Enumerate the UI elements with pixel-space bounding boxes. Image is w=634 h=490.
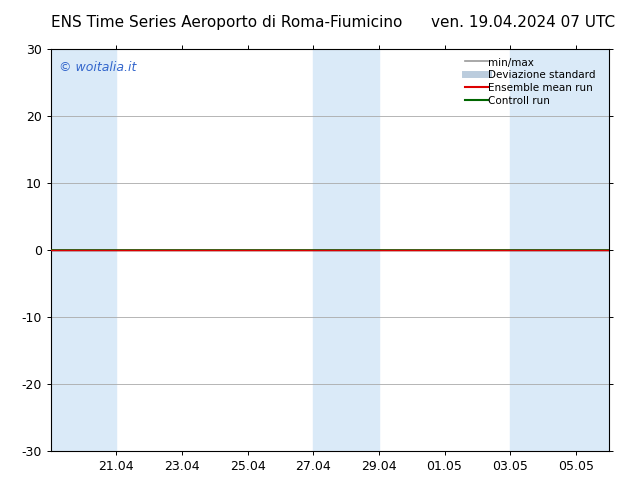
Text: © woitalia.it: © woitalia.it	[59, 61, 136, 74]
Bar	[313, 49, 379, 451]
Legend: min/max, Deviazione standard, Ensemble mean run, Controll run: min/max, Deviazione standard, Ensemble m…	[462, 54, 604, 109]
Text: ENS Time Series Aeroporto di Roma-Fiumicino: ENS Time Series Aeroporto di Roma-Fiumic…	[51, 15, 402, 30]
Bar	[510, 49, 609, 451]
Text: ven. 19.04.2024 07 UTC: ven. 19.04.2024 07 UTC	[431, 15, 615, 30]
Bar	[51, 49, 117, 451]
